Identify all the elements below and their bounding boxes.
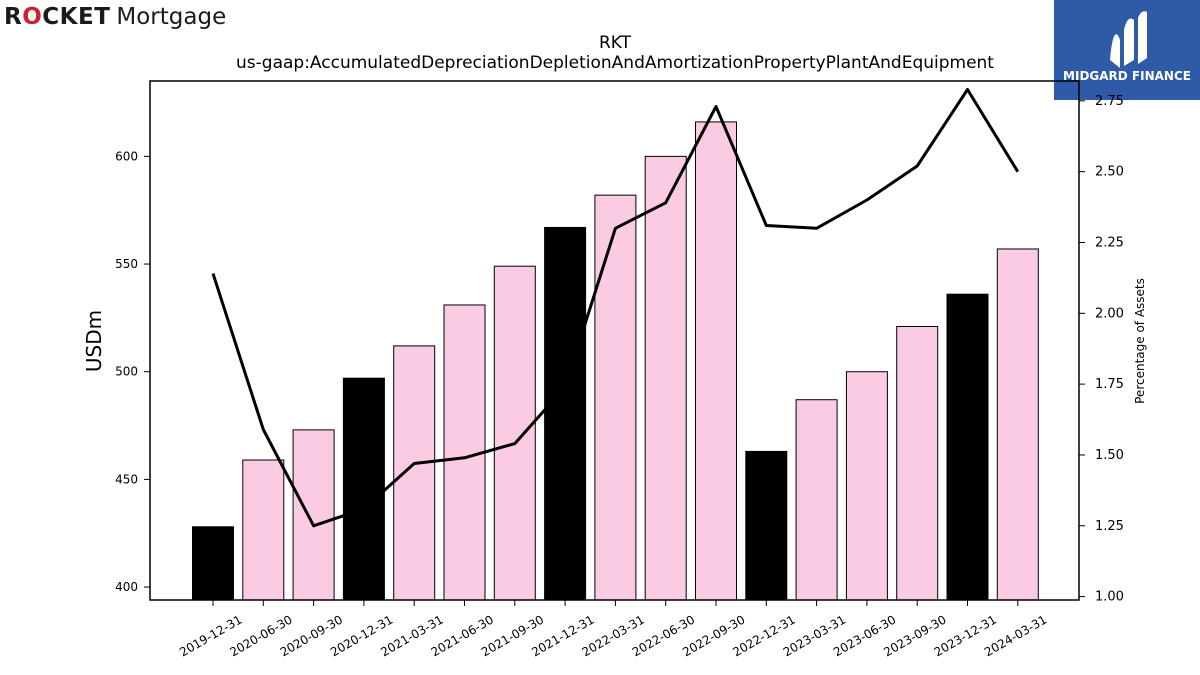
bar-2021-09-30 — [493, 265, 536, 601]
plot-frame — [149, 80, 1080, 601]
rocket-mortgage-logo: ROCKET Mortgage — [4, 0, 226, 34]
y2-tick-label: 1.75 — [1095, 377, 1124, 392]
logo-red-o: O — [22, 4, 43, 30]
bar-2024-03-31 — [996, 248, 1039, 601]
bar-2022-12-31 — [745, 450, 788, 601]
y2-tick-label: 2.00 — [1095, 306, 1124, 321]
midgard-finance-wordmark: MIDGARD FINANCE — [1063, 69, 1191, 83]
logo-word-rocket: ROCKET — [4, 4, 111, 30]
y-tick-label: 550 — [115, 257, 138, 271]
y2-tick-label: 1.00 — [1095, 590, 1124, 605]
y2-tick-label: 2.50 — [1095, 165, 1124, 180]
bar-2023-03-31 — [795, 399, 838, 601]
bar-2019-12-31 — [192, 526, 234, 601]
bar-2023-09-30 — [896, 326, 939, 601]
y-tick-label: 450 — [115, 472, 138, 486]
y-tick-label: 500 — [115, 365, 138, 379]
y2-axis-label: Percentage of Assets — [1133, 278, 1147, 404]
y2-tick-label: 2.75 — [1095, 94, 1124, 109]
bar-2020-12-31 — [342, 377, 385, 601]
bar-2022-06-30 — [644, 155, 687, 601]
logo-word-mortgage: Mortgage — [116, 4, 227, 30]
y-tick-label: 600 — [115, 149, 138, 163]
bar-2021-12-31 — [544, 226, 587, 601]
y2-tick-label: 1.50 — [1095, 448, 1124, 463]
midgard-emblem-icon — [1110, 11, 1147, 68]
bar-2020-06-30 — [242, 459, 285, 601]
bar-2020-09-30 — [292, 429, 335, 601]
chart-title: RKT — [599, 33, 632, 53]
bar-2023-12-31 — [946, 293, 989, 601]
bar-2023-06-30 — [845, 371, 888, 601]
y2-tick-label: 1.25 — [1095, 519, 1124, 534]
bar-2021-03-31 — [393, 345, 436, 601]
bar-2022-09-30 — [695, 121, 737, 601]
y-axis-label: USDm — [82, 310, 106, 372]
y2-tick-label: 2.25 — [1095, 235, 1124, 250]
chart-subtitle: us-gaap:AccumulatedDepreciationDepletion… — [236, 53, 994, 73]
percentage-of-assets-line — [211, 88, 1020, 528]
bar-2022-03-31 — [594, 194, 637, 601]
y-tick-label: 400 — [115, 580, 138, 594]
